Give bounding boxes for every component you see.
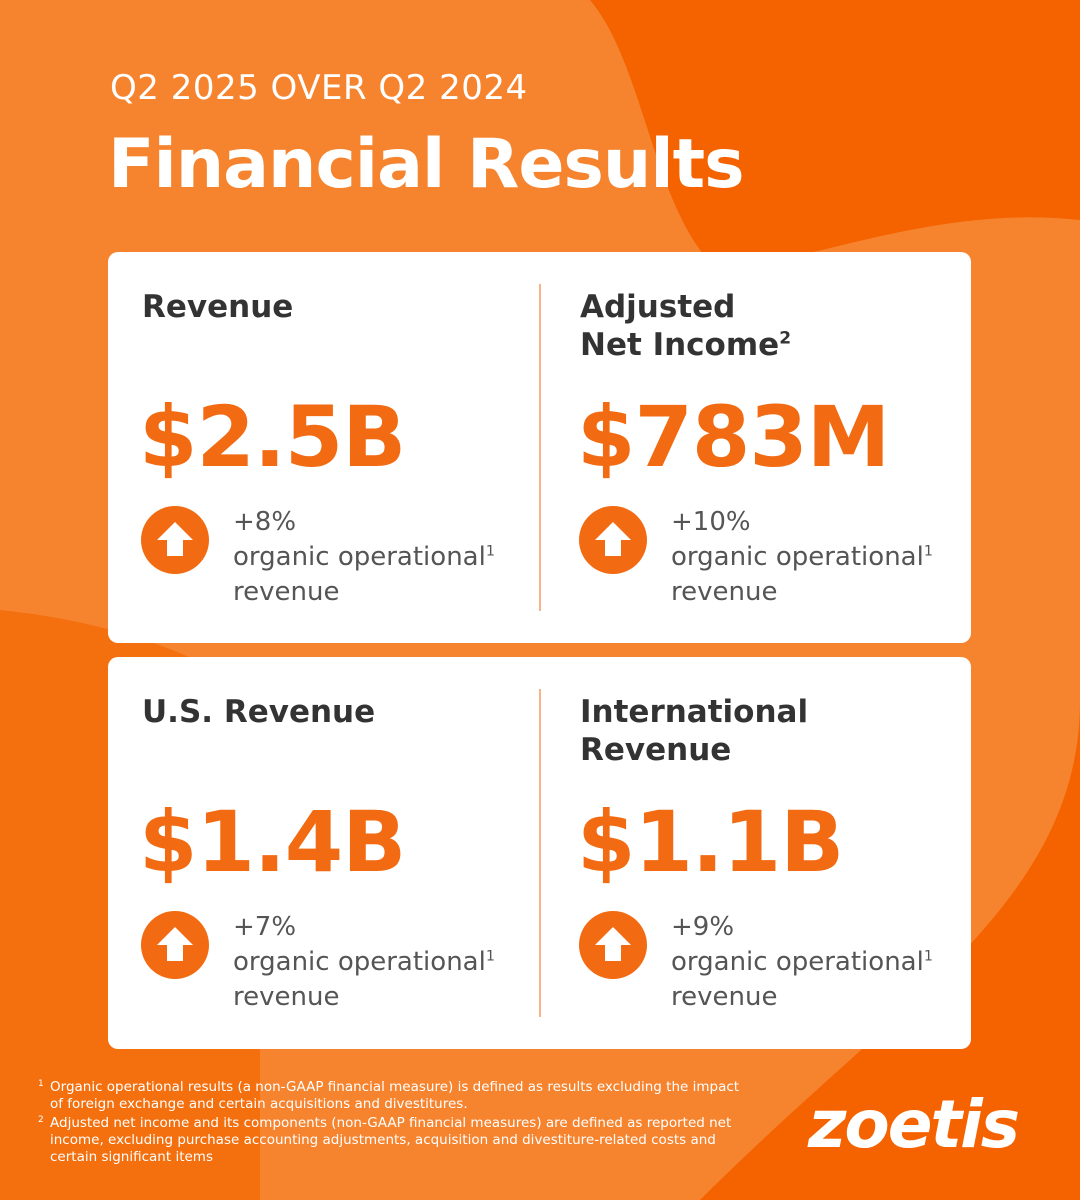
metric-label-line: International (580, 694, 809, 730)
icon-arrow (595, 522, 631, 556)
footnote: 1 Organic operational results (a non-GAAP… (38, 1079, 748, 1113)
change-description-end: revenue (233, 982, 340, 1012)
divider (539, 689, 541, 1017)
metric-label: U.S. Revenue (142, 693, 375, 731)
icon-arrow (157, 927, 193, 961)
title: Financial Results (108, 125, 745, 204)
footnote: 2 Adjusted net income and its components … (38, 1115, 748, 1166)
metric-label-line: U.S. Revenue (142, 694, 376, 730)
metric-label: Adjusted Net Income2 (580, 288, 791, 364)
metric-label-line: Adjusted (580, 289, 736, 325)
metric-value: $783M (577, 388, 890, 486)
footnote-ref: 1 (923, 948, 933, 965)
divider (539, 284, 541, 611)
icon-arrow (157, 522, 193, 556)
change-value: +7% (233, 912, 297, 942)
change-value: +8% (233, 507, 297, 537)
footnote-ref: 2 (779, 328, 792, 349)
footnote-marker: 1 (38, 1079, 44, 1089)
card: U.S. Revenue $1.4B +7% organic operational1… (108, 657, 971, 1049)
change-value: +10% (671, 507, 751, 537)
change-description-text: organic operational (671, 542, 924, 572)
background-shape (700, 960, 1080, 1200)
change-description-end: revenue (233, 577, 340, 607)
metric-change: +9% organic operational1 revenue (671, 910, 933, 1015)
metric-label-line: Revenue (580, 732, 732, 768)
change-description: organic operational1 (233, 945, 495, 980)
change-description-end: revenue (671, 577, 778, 607)
change-description: organic operational1 (671, 945, 933, 980)
metric-value: $2.5B (139, 388, 406, 486)
change-description: organic operational1 (671, 540, 933, 575)
metric-value: $1.4B (139, 793, 406, 891)
metric-label: International Revenue (580, 693, 808, 769)
metric-change: +7% organic operational1 revenue (233, 910, 495, 1015)
change-description-text: organic operational (233, 947, 486, 977)
up-arrow-icon (579, 911, 647, 979)
change-description-text: organic operational (671, 947, 924, 977)
card: Revenue $2.5B +8% organic operational1 reven… (108, 252, 971, 643)
footnote-text: Adjusted net income and its components (… (50, 1115, 732, 1165)
up-arrow-icon (141, 506, 209, 574)
metric-change: +10% organic operational1 revenue (671, 505, 933, 610)
change-description: organic operational1 (233, 540, 495, 575)
up-arrow-icon (579, 506, 647, 574)
metric-change: +8% organic operational1 revenue (233, 505, 495, 610)
change-value: +9% (671, 912, 735, 942)
metric-label-line: Net Income2 (580, 327, 792, 363)
footnote-marker: 2 (38, 1115, 44, 1125)
change-description-end: revenue (671, 982, 778, 1012)
footnote-ref: 1 (485, 948, 495, 965)
up-arrow-icon (141, 911, 209, 979)
kicker: Q2 2025 OVER Q2 2024 (110, 68, 528, 108)
icon-arrow (595, 927, 631, 961)
footnote-ref: 1 (485, 543, 495, 560)
footnote-ref: 1 (923, 543, 933, 560)
metric-label-line: Revenue (142, 289, 294, 325)
metric-label: Revenue (142, 288, 293, 326)
change-description-text: organic operational (233, 542, 486, 572)
footnote-text: Organic operational results (a non-GAAP … (50, 1079, 740, 1112)
metric-value: $1.1B (577, 793, 844, 891)
logo: zoetis (808, 1086, 1020, 1163)
